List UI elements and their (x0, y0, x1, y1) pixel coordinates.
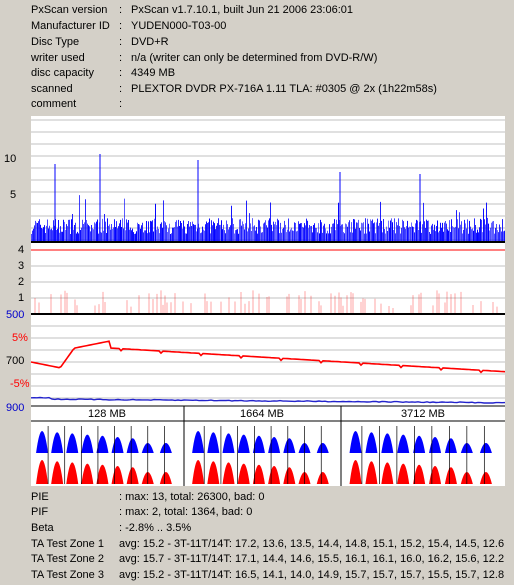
ta-peak-red (397, 463, 410, 484)
info-label: Disc Type (31, 36, 80, 48)
ta-peak-red (81, 463, 94, 484)
ta-peak-red (159, 472, 172, 484)
ta-peak-blue (237, 434, 250, 453)
ta-peak-blue (96, 435, 109, 453)
ta-peak-blue (349, 431, 362, 453)
info-value: 4349 MB (131, 67, 176, 79)
ta-peak-blue (207, 432, 220, 453)
info-label: comment (31, 98, 77, 110)
ta-peak-red (381, 462, 394, 484)
beta-axis-label-neg: -5% (10, 378, 30, 390)
info-separator: : (119, 4, 123, 16)
ta-peak-blue (283, 438, 296, 453)
pie-series (31, 154, 505, 242)
ta-histograms (36, 426, 492, 484)
stat-label: Beta (31, 522, 54, 534)
stat-label: PIF (31, 506, 49, 518)
ta-peak-blue (479, 443, 492, 453)
beta-line (30, 340, 506, 374)
stat-label: TA Test Zone 2 (31, 553, 104, 565)
ta-peak-blue (192, 431, 205, 453)
ta-peak-blue (413, 435, 426, 453)
ta-peak-blue (381, 433, 394, 453)
ta-peak-blue (81, 434, 94, 453)
info-value: PxScan v1.7.10.1, built Jun 21 2006 23:0… (131, 4, 353, 16)
info-separator: : (119, 67, 123, 79)
jitter-axis-label-700: 700 (6, 355, 24, 367)
beta-axis-label-pos: 5% (12, 332, 28, 344)
stat-label: TA Test Zone 3 (31, 569, 104, 581)
ta-peak-red (479, 472, 492, 484)
jitter-line (30, 396, 506, 404)
ta-peak-blue (66, 433, 79, 453)
ta-peak-blue (51, 432, 64, 453)
ta-peak-blue (444, 438, 457, 453)
pif-axis-label-2: 2 (18, 276, 24, 288)
info-separator: : (119, 98, 123, 110)
ta-zone-label-3: 3712 MB (401, 408, 445, 420)
beta-series (30, 340, 506, 374)
ta-zone-label-1: 128 MB (88, 408, 126, 420)
jitter-axis-label-900: 900 (6, 402, 24, 414)
ta-peak-red (316, 472, 329, 484)
stat-value: avg: 15.7 - 3T-11T/14T: 17.1, 14.4, 14.6… (119, 553, 505, 565)
stat-value: : max: 2, total: 1364, bad: 0 (119, 506, 253, 518)
ta-peak-red (283, 467, 296, 484)
ta-peak-red (36, 460, 49, 484)
pie-axis-label-10: 10 (4, 153, 16, 165)
pif-axis-label-4: 4 (18, 244, 24, 256)
info-label: writer used (31, 52, 85, 64)
info-label: Manufacturer ID (31, 20, 110, 32)
stat-value: : max: 13, total: 26300, bad: 0 (119, 491, 265, 503)
info-label: PxScan version (31, 4, 108, 16)
ta-peak-blue (316, 443, 329, 453)
ta-peak-blue (365, 432, 378, 453)
scan-chart: 10 5 4 3 2 1 500 5% 700 -5% 900 128 MB 1… (4, 116, 506, 486)
stat-label: TA Test Zone 1 (31, 538, 104, 550)
ta-peak-red (66, 462, 79, 484)
ta-plot-area (31, 406, 505, 486)
info-separator: : (119, 36, 123, 48)
info-value: n/a (writer can only be determined from … (131, 52, 378, 64)
ta-peak-red (96, 464, 109, 484)
pif-axis-label-1: 1 (18, 292, 24, 304)
ta-peak-red (207, 461, 220, 484)
ta-peak-red (413, 464, 426, 484)
info-label: scanned (31, 83, 73, 95)
ta-zone-label-2: 1664 MB (240, 408, 284, 420)
ta-peak-blue (159, 443, 172, 453)
jitter-series (30, 396, 506, 404)
info-value: PLEXTOR DVDR PX-716A 1.11 TLA: #0305 @ 2… (131, 83, 437, 95)
info-separator: : (119, 20, 123, 32)
info-label: disc capacity (31, 67, 94, 79)
stat-value: avg: 15.2 - 3T-11T/14T: 16.5, 14.1, 14.0… (119, 569, 505, 581)
ta-peak-red (349, 460, 362, 484)
jitter-axis-label-500: 500 (6, 309, 24, 321)
ta-peak-red (237, 463, 250, 484)
info-value: YUDEN000-T03-00 (131, 20, 227, 32)
ta-peak-blue (36, 431, 49, 453)
ta-peak-red (365, 461, 378, 484)
ta-peak-red (252, 464, 265, 484)
info-separator: : (119, 52, 123, 64)
info-value: DVD+R (131, 36, 169, 48)
ta-peak-blue (126, 438, 139, 453)
pif-series (34, 290, 498, 314)
ta-peak-red (126, 467, 139, 484)
stat-value: avg: 15.2 - 3T-11T/14T: 17.2, 13.6, 13.5… (119, 538, 505, 550)
stat-value: : -2.8% .. 3.5% (119, 522, 192, 534)
stat-label: PIE (31, 491, 49, 503)
ta-peak-blue (397, 434, 410, 453)
ta-peak-blue (222, 433, 235, 453)
pie-axis-label-5: 5 (10, 189, 16, 201)
pif-axis-label-3: 3 (18, 260, 24, 272)
info-separator: : (119, 83, 123, 95)
ta-peak-red (444, 467, 457, 484)
ta-peak-red (222, 462, 235, 484)
ta-peak-red (51, 461, 64, 484)
ta-peak-blue (252, 435, 265, 453)
ta-peak-red (192, 460, 205, 484)
